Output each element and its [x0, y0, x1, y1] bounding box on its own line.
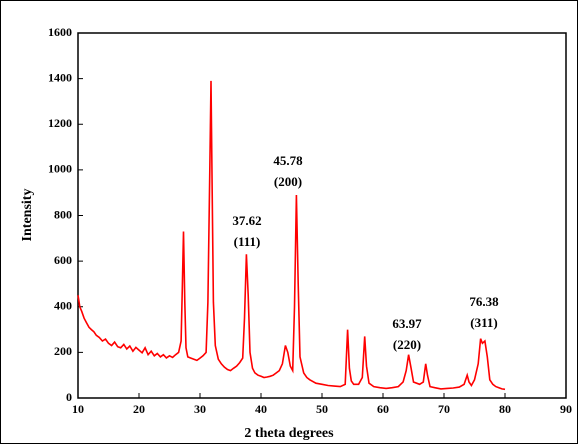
- peak-annotation: (311): [470, 315, 497, 330]
- y-tick-label: 0: [66, 390, 72, 404]
- y-tick-label: 200: [54, 344, 72, 358]
- y-tick-label: 800: [54, 207, 72, 221]
- x-tick-label: 50: [316, 402, 328, 416]
- x-tick-label: 10: [72, 402, 84, 416]
- peak-annotation: (111): [234, 234, 261, 249]
- y-tick-label: 400: [54, 299, 72, 313]
- x-tick-label: 60: [377, 402, 389, 416]
- x-axis-label: 2 theta degrees: [244, 426, 334, 441]
- peak-annotation: 63.97: [392, 316, 422, 331]
- peak-annotation: (220): [393, 337, 421, 352]
- y-tick-label: 1600: [48, 25, 72, 39]
- x-tick-label: 80: [499, 402, 511, 416]
- y-tick-label: 600: [54, 253, 72, 267]
- peak-annotation: (200): [274, 174, 302, 189]
- y-tick-label: 1200: [48, 116, 72, 130]
- y-axis-label: Intensity: [20, 189, 35, 242]
- y-tick-label: 1400: [48, 70, 72, 84]
- y-tick-label: 1000: [48, 162, 72, 176]
- peak-annotation: 37.62: [232, 213, 261, 228]
- x-tick-label: 70: [438, 402, 450, 416]
- x-tick-label: 90: [560, 402, 572, 416]
- peak-annotation: 45.78: [273, 153, 303, 168]
- x-tick-label: 20: [133, 402, 145, 416]
- data-line: [77, 80, 506, 391]
- x-tick-label: 30: [194, 402, 206, 416]
- x-tick-label: 40: [255, 402, 267, 416]
- peak-annotation: 76.38: [469, 294, 499, 309]
